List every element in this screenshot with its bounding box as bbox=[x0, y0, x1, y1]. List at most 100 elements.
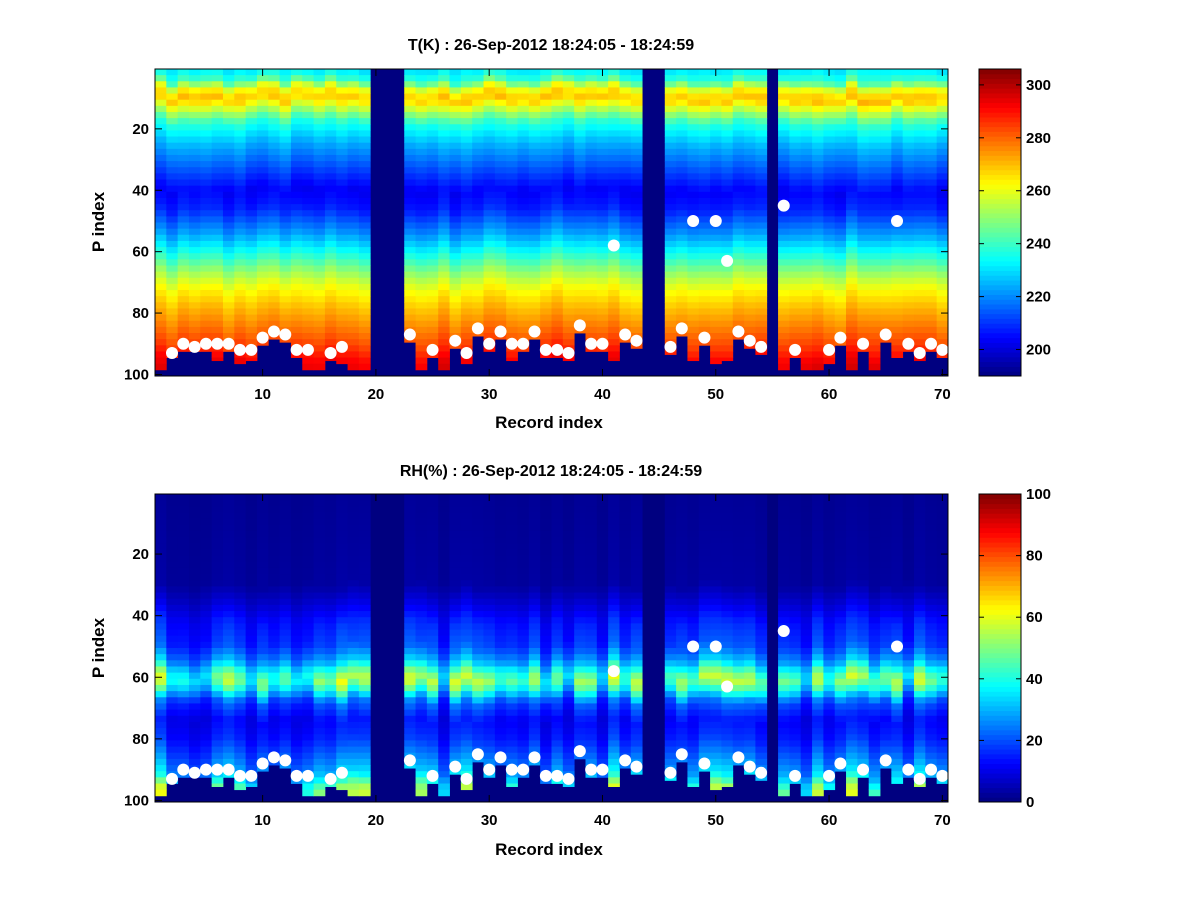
temperature-heatmap-cell bbox=[563, 259, 575, 266]
temperature-heatmap-cell bbox=[733, 302, 745, 309]
temperature-heatmap-cell bbox=[336, 321, 348, 328]
temperature-heatmap-cell bbox=[257, 265, 269, 272]
humidity-heatmap-cell bbox=[178, 556, 190, 563]
humidity-heatmap-cell bbox=[518, 666, 530, 673]
humidity-heatmap-cell bbox=[472, 728, 484, 735]
humidity-heatmap-cell bbox=[155, 580, 167, 587]
humidity-heatmap-cell bbox=[359, 519, 371, 526]
temperature-heatmap-cell bbox=[778, 143, 790, 150]
humidity-heatmap-cell bbox=[234, 679, 246, 686]
temperature-heatmap-cell bbox=[801, 253, 813, 260]
temperature-heatmap-cell bbox=[178, 87, 190, 94]
humidity-heatmap-cell bbox=[495, 691, 507, 698]
temperature-heatmap-cell bbox=[234, 143, 246, 150]
humidity-heatmap-cell bbox=[212, 506, 224, 513]
temperature-heatmap-cell bbox=[178, 247, 190, 254]
humidity-heatmap-cell bbox=[472, 679, 484, 686]
humidity-heatmap-cell bbox=[438, 728, 450, 735]
temperature-heatmap-cell bbox=[348, 223, 360, 230]
humidity-record-column bbox=[461, 494, 473, 790]
humidity-heatmap-cell bbox=[552, 500, 564, 507]
temperature-heatmap-cell bbox=[450, 94, 462, 101]
temperature-heatmap-cell bbox=[778, 112, 790, 119]
humidity-heatmap-cell bbox=[189, 556, 201, 563]
temperature-heatmap-cell bbox=[789, 198, 801, 205]
temperature-heatmap-cell bbox=[314, 284, 326, 291]
temperature-heatmap-cell bbox=[189, 302, 201, 309]
temperature-heatmap-cell bbox=[540, 75, 552, 82]
humidity-heatmap-cell bbox=[336, 759, 348, 766]
temperature-heatmap-cell bbox=[178, 106, 190, 113]
temperature-heatmap-cell bbox=[778, 173, 790, 180]
temperature-heatmap-cell bbox=[823, 143, 835, 150]
humidity-heatmap-cell bbox=[200, 703, 212, 710]
humidity-heatmap-cell bbox=[563, 568, 575, 575]
humidity-heatmap-cell bbox=[166, 506, 178, 513]
temperature-heatmap-cell bbox=[166, 333, 178, 340]
humidity-heatmap-cell bbox=[155, 599, 167, 606]
temperature-heatmap-cell bbox=[200, 155, 212, 162]
temperature-marker-point bbox=[529, 325, 541, 337]
temperature-heatmap-cell bbox=[450, 247, 462, 254]
temperature-heatmap-cell bbox=[302, 161, 314, 168]
humidity-heatmap-cell bbox=[280, 630, 292, 637]
temperature-heatmap-cell bbox=[585, 302, 597, 309]
temperature-heatmap-cell bbox=[903, 272, 915, 279]
temperature-heatmap-cell bbox=[801, 124, 813, 131]
temperature-heatmap-cell bbox=[155, 247, 167, 254]
temperature-heatmap-cell bbox=[857, 87, 869, 94]
temperature-heatmap-cell bbox=[914, 137, 926, 144]
temperature-heatmap-cell bbox=[744, 167, 756, 174]
temperature-colorbar-segment bbox=[979, 256, 1021, 261]
humidity-heatmap-cell bbox=[166, 710, 178, 717]
temperature-heatmap-cell bbox=[268, 198, 280, 205]
humidity-heatmap-cell bbox=[404, 697, 416, 704]
humidity-heatmap-cell bbox=[314, 703, 326, 710]
temperature-heatmap-cell bbox=[891, 87, 903, 94]
temperature-heatmap-cell bbox=[608, 308, 620, 315]
temperature-heatmap-cell bbox=[574, 69, 586, 76]
temperature-heatmap-cell bbox=[257, 302, 269, 309]
humidity-heatmap-cell bbox=[438, 685, 450, 692]
temperature-heatmap-cell bbox=[461, 137, 473, 144]
humidity-heatmap-cell bbox=[280, 673, 292, 680]
temperature-heatmap-cell bbox=[676, 278, 688, 285]
temperature-heatmap-cell bbox=[608, 321, 620, 328]
temperature-heatmap-cell bbox=[314, 253, 326, 260]
temperature-heatmap-cell bbox=[857, 130, 869, 137]
temperature-heatmap-cell bbox=[359, 75, 371, 82]
temperature-record-column bbox=[540, 69, 552, 358]
humidity-heatmap-cell bbox=[427, 617, 439, 624]
humidity-heatmap-cell bbox=[314, 784, 326, 791]
temperature-heatmap-cell bbox=[268, 253, 280, 260]
temperature-heatmap-cell bbox=[529, 315, 541, 322]
temperature-heatmap-cell bbox=[302, 247, 314, 254]
humidity-heatmap-cell bbox=[348, 506, 360, 513]
temperature-heatmap-cell bbox=[529, 302, 541, 309]
humidity-heatmap-cell bbox=[246, 697, 258, 704]
temperature-heatmap-cell bbox=[801, 137, 813, 144]
humidity-heatmap-cell bbox=[404, 568, 416, 575]
humidity-heatmap-cell bbox=[336, 697, 348, 704]
humidity-heatmap-cell bbox=[540, 556, 552, 563]
temperature-heatmap-cell bbox=[472, 130, 484, 137]
humidity-heatmap-cell bbox=[314, 512, 326, 519]
humidity-heatmap-cell bbox=[404, 679, 416, 686]
temperature-heatmap-cell bbox=[903, 284, 915, 291]
humidity-heatmap-cell bbox=[291, 753, 303, 760]
humidity-heatmap-cell bbox=[348, 691, 360, 698]
humidity-heatmap-cell bbox=[404, 599, 416, 606]
humidity-heatmap-cell bbox=[280, 679, 292, 686]
humidity-heatmap-cell bbox=[200, 697, 212, 704]
temperature-heatmap-cell bbox=[812, 327, 824, 334]
temperature-heatmap-cell bbox=[597, 106, 609, 113]
humidity-heatmap-cell bbox=[325, 500, 337, 507]
temperature-heatmap-cell bbox=[484, 81, 496, 88]
temperature-heatmap-cell bbox=[540, 173, 552, 180]
humidity-heatmap-cell bbox=[540, 519, 552, 526]
humidity-heatmap-cell bbox=[234, 697, 246, 704]
temperature-heatmap-cell bbox=[835, 106, 847, 113]
temperature-heatmap-cell bbox=[348, 351, 360, 358]
temperature-heatmap-cell bbox=[755, 173, 767, 180]
temperature-heatmap-cell bbox=[619, 106, 631, 113]
